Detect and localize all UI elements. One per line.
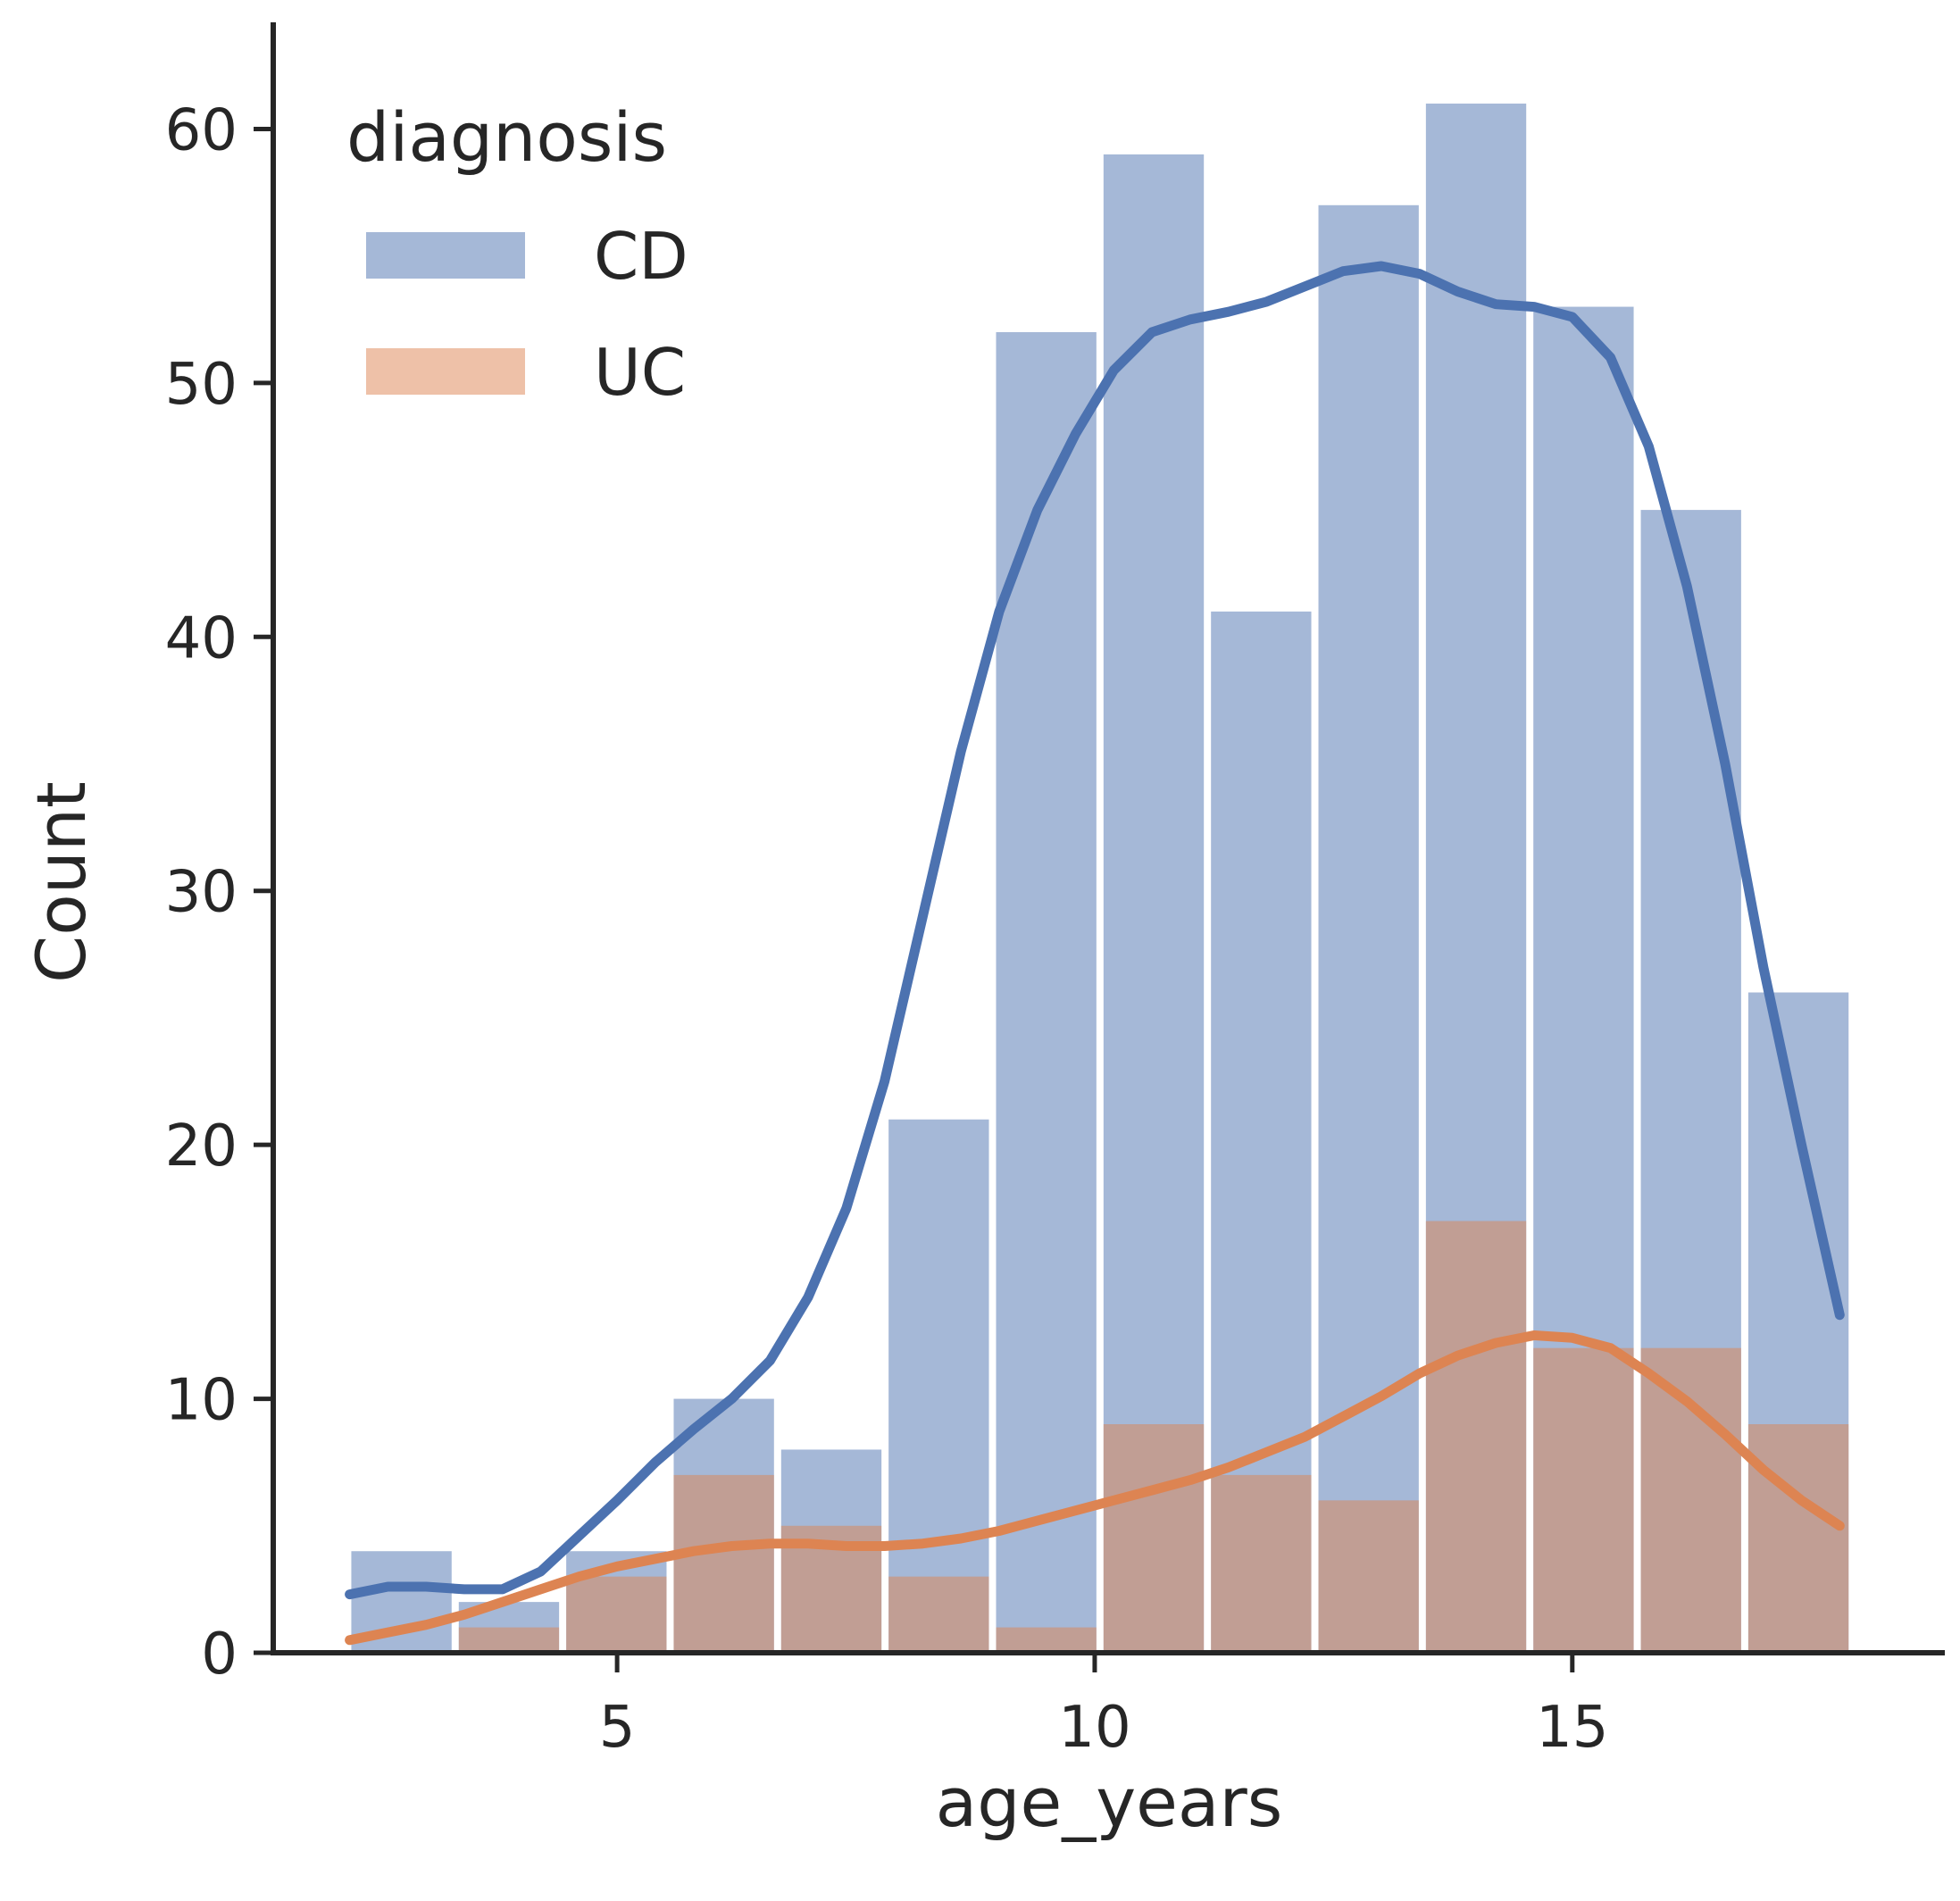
y-axis-label: Count bbox=[21, 781, 101, 983]
y-tick-label-40: 40 bbox=[165, 605, 238, 671]
x-tick-label-5: 5 bbox=[599, 1695, 636, 1761]
legend-title: diagnosis bbox=[346, 97, 667, 177]
bar-uc-13 bbox=[1747, 1424, 1849, 1653]
x-tick-label-10: 10 bbox=[1058, 1695, 1130, 1761]
bar-cd-6 bbox=[996, 331, 1097, 1654]
y-tick-label-10: 10 bbox=[165, 1368, 238, 1434]
legend-swatch-cd bbox=[366, 232, 525, 279]
y-tick-label-60: 60 bbox=[165, 97, 238, 163]
bar-cd-7 bbox=[1103, 154, 1205, 1654]
kde-line-uc bbox=[345, 1330, 1845, 1646]
bar-uc-9 bbox=[1318, 1500, 1419, 1653]
kde-line-cd bbox=[345, 261, 1845, 1600]
legend-label-uc: UC bbox=[594, 335, 686, 410]
legend-swatch-uc bbox=[366, 348, 525, 395]
bar-uc-10 bbox=[1425, 1221, 1527, 1653]
bars-layer bbox=[351, 104, 1849, 1654]
legend-label-cd: CD bbox=[594, 219, 688, 294]
legend: diagnosis CD UC bbox=[346, 97, 688, 410]
y-tick-label-50: 50 bbox=[165, 352, 238, 418]
bar-cd-5 bbox=[888, 1119, 989, 1653]
bar-uc-3 bbox=[673, 1474, 774, 1653]
bar-cd-9 bbox=[1318, 204, 1419, 1654]
kde-layer bbox=[345, 261, 1845, 1646]
y-tick-label-20: 20 bbox=[165, 1113, 238, 1180]
bar-uc-2 bbox=[566, 1576, 667, 1653]
bar-uc-8 bbox=[1211, 1474, 1312, 1653]
x-tick-label-15: 15 bbox=[1536, 1695, 1608, 1761]
bar-uc-7 bbox=[1103, 1424, 1205, 1653]
y-tick-label-0: 0 bbox=[201, 1622, 238, 1688]
bar-uc-5 bbox=[888, 1576, 989, 1653]
bar-uc-1 bbox=[458, 1627, 560, 1653]
axes-layer: 0 10 20 30 40 50 60 5 10 15 age_years Count bbox=[21, 22, 1945, 1842]
bar-uc-11 bbox=[1533, 1347, 1634, 1653]
bar-uc-12 bbox=[1640, 1347, 1741, 1653]
x-axis-label: age_years bbox=[936, 1763, 1283, 1842]
y-tick-label-30: 30 bbox=[165, 860, 238, 926]
bar-uc-6 bbox=[996, 1627, 1097, 1653]
